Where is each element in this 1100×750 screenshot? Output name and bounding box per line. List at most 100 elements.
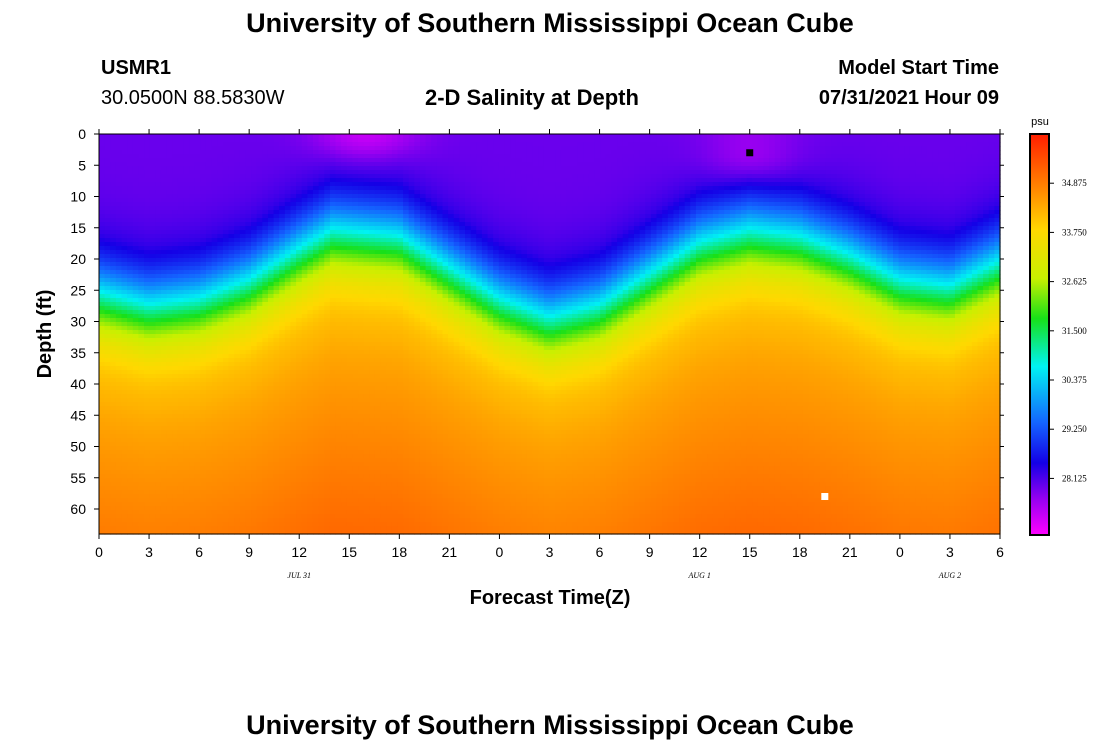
heatmap-cell [301, 342, 308, 347]
heatmap-cell [228, 250, 235, 255]
heatmap-cell [307, 282, 314, 287]
heatmap-cell [374, 370, 382, 375]
heatmap-cell [256, 298, 263, 303]
heatmap-cell [358, 170, 365, 175]
heatmap-cell [341, 398, 348, 403]
heatmap-cell [256, 222, 263, 227]
heatmap-cell [239, 294, 247, 299]
heatmap-cell [155, 514, 162, 519]
heatmap-cell [228, 270, 235, 275]
heatmap-cell [205, 174, 213, 179]
heatmap-cell [149, 438, 156, 443]
heatmap-cell [318, 218, 325, 223]
heatmap-cell [363, 230, 370, 235]
heatmap-cell [296, 402, 303, 407]
heatmap-cell [177, 506, 185, 511]
heatmap-cell [251, 426, 258, 431]
heatmap-cell [115, 530, 123, 535]
heatmap-cell [239, 234, 247, 239]
heatmap-cell [222, 138, 230, 143]
heatmap-cell [296, 418, 303, 423]
heatmap-cell [127, 394, 134, 399]
heatmap-cell [228, 310, 235, 315]
heatmap-cell [284, 490, 292, 495]
heatmap-cell [149, 218, 156, 223]
heatmap-cell [222, 474, 230, 479]
heatmap-cell [205, 442, 213, 447]
heatmap-cell [99, 158, 106, 163]
heatmap-cell [189, 166, 196, 171]
heatmap-cell [144, 250, 151, 255]
heatmap-cell [115, 306, 123, 311]
heatmap-cell [284, 338, 292, 343]
heatmap-cell [155, 238, 162, 243]
heatmap-cell [335, 178, 342, 183]
heatmap-cell [245, 410, 252, 415]
heatmap-cell [121, 202, 128, 207]
heatmap-cell [217, 506, 224, 511]
heatmap-cell [267, 230, 275, 235]
heatmap-cell [217, 266, 224, 271]
heatmap-cell [239, 406, 247, 411]
heatmap-cell [138, 362, 145, 367]
heatmap-cell [127, 494, 134, 499]
heatmap-cell [318, 242, 325, 247]
heatmap-cell [228, 174, 235, 179]
heatmap-cell [341, 446, 348, 451]
heatmap-cell [172, 410, 179, 415]
heatmap-cell [138, 354, 145, 359]
heatmap-cell [189, 474, 196, 479]
heatmap-cell [284, 414, 292, 419]
heatmap-cell [369, 506, 376, 511]
heatmap-cell [296, 478, 303, 483]
heatmap-cell [273, 266, 280, 271]
heatmap-cell [256, 182, 263, 187]
heatmap-cell [352, 242, 359, 247]
heatmap-cell [183, 218, 190, 223]
heatmap-cell [329, 162, 337, 167]
heatmap-cell [369, 326, 376, 331]
heatmap-cell [374, 162, 382, 167]
heatmap-cell [267, 194, 275, 199]
heatmap-cell [251, 290, 258, 295]
heatmap-cell [121, 218, 128, 223]
heatmap-cell [279, 382, 286, 387]
heatmap-cell [273, 422, 280, 427]
heatmap-cell [166, 394, 173, 399]
heatmap-cell [138, 138, 145, 143]
heatmap-cell [374, 434, 382, 439]
heatmap-cell [245, 234, 252, 239]
heatmap-cell [132, 158, 140, 163]
heatmap-cell [329, 254, 337, 259]
heatmap-cell [262, 158, 269, 163]
heatmap-cell [341, 138, 348, 143]
heatmap-cell [183, 522, 190, 527]
heatmap-cell [166, 162, 173, 167]
heatmap-cell [256, 270, 263, 275]
heatmap-cell [239, 438, 247, 443]
heatmap-cell [329, 446, 337, 451]
heatmap-cell [234, 274, 241, 279]
heatmap-cell [251, 254, 258, 259]
heatmap-cell [251, 454, 258, 459]
heatmap-cell [251, 318, 258, 323]
heatmap-cell [301, 166, 308, 171]
heatmap-cell [104, 166, 111, 171]
heatmap-cell [138, 374, 145, 379]
heatmap-cell [256, 230, 263, 235]
heatmap-cell [284, 454, 292, 459]
heatmap-cell [217, 262, 224, 267]
heatmap-cell [177, 170, 185, 175]
heatmap-cell [318, 278, 325, 283]
heatmap-cell [183, 278, 190, 283]
heatmap-cell [99, 246, 106, 251]
heatmap-cell [211, 526, 218, 531]
heatmap-cell [211, 362, 218, 367]
heatmap-cell [160, 378, 168, 383]
heatmap-cell [352, 446, 359, 451]
heatmap-cell [138, 258, 145, 263]
heatmap-cell [104, 254, 111, 259]
heatmap-cell [189, 306, 196, 311]
heatmap-cell [279, 258, 286, 263]
heatmap-cell [127, 166, 134, 171]
